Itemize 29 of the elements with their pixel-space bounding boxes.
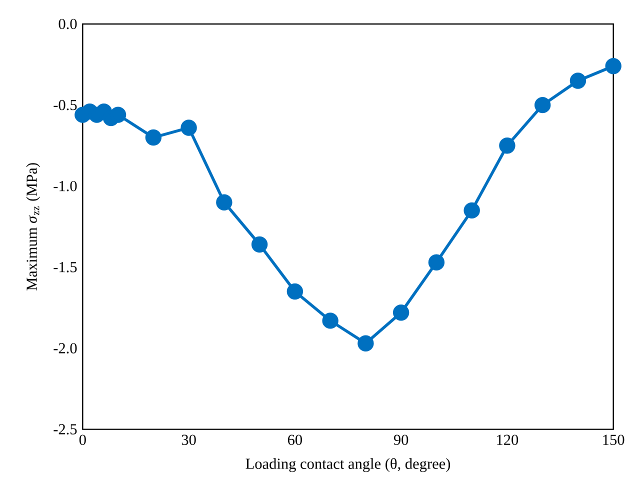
x-axis-title: Loading contact angle (θ, degree) [246, 458, 450, 472]
x-tick-label: 30 [182, 434, 196, 445]
point [110, 106, 126, 123]
point [464, 202, 480, 219]
y-tick-label: -1.5 [54, 262, 77, 272]
point [605, 58, 622, 74]
y-tick-label: -0.5 [54, 100, 77, 110]
y-tick-label: -2.0 [54, 343, 77, 354]
point [428, 254, 445, 270]
point [392, 304, 410, 321]
y-axis-title: Maximum σ$_{zz}$ (MPa) [26, 163, 40, 290]
x-tick-label: 0 [79, 434, 86, 445]
point [145, 129, 162, 146]
point [570, 72, 586, 89]
point [322, 312, 338, 329]
point [534, 96, 551, 114]
x-tick-label: 150 [603, 434, 624, 445]
y-tick-label: -2.5 [54, 424, 77, 434]
y-tick-label: -1.0 [54, 180, 77, 192]
point [251, 236, 268, 253]
point [216, 194, 232, 210]
point [499, 138, 516, 154]
point [180, 120, 197, 136]
x-tick-label: 60 [288, 434, 302, 445]
x-tick-label: 120 [497, 434, 518, 445]
y-tick-label: 0.0 [58, 18, 77, 30]
point [286, 283, 304, 300]
point [358, 335, 374, 352]
x-tick-label: 90 [394, 434, 408, 445]
